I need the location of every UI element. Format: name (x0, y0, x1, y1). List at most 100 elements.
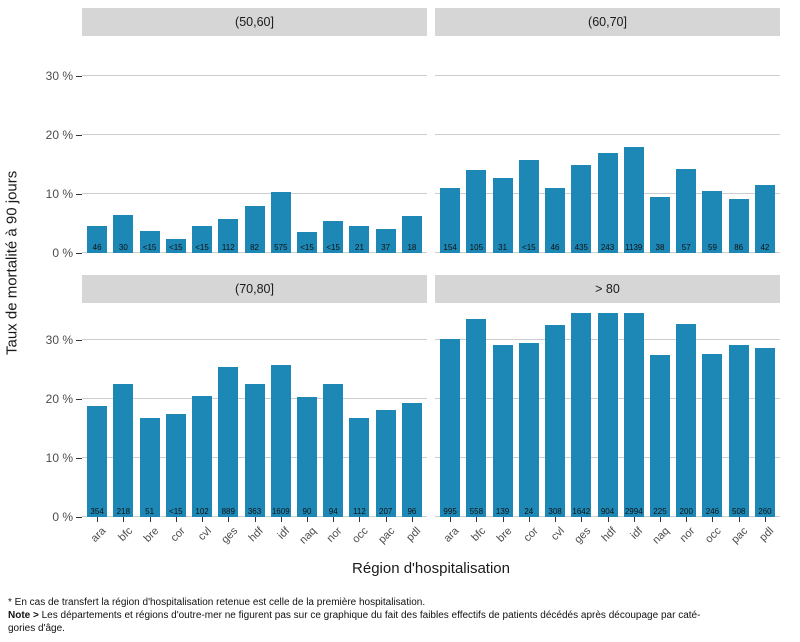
bar: 102 (192, 396, 213, 517)
bar: 51 (139, 417, 160, 517)
bar-slot: 30 (110, 214, 136, 253)
bar-count-label: 96 (407, 507, 417, 516)
bar-slot: 18 (399, 216, 425, 253)
bar-count-label: 1642 (572, 507, 591, 516)
bar-slot: 112 (346, 417, 372, 517)
bar-count-label: 21 (355, 243, 364, 252)
x-slot: bfc (110, 517, 136, 555)
bar-slot: 59 (699, 191, 725, 253)
x-tick-label: cor (168, 525, 188, 545)
bar-count-label: 508 (732, 507, 746, 516)
x-tick-label: pdl (757, 525, 777, 544)
y-tick-label: 20 % (45, 392, 73, 406)
bar-slot: 90 (294, 396, 320, 517)
bar-slot: 363 (241, 383, 267, 517)
note-text-line2: gories d'âge. (8, 623, 65, 635)
gridline (82, 339, 427, 340)
x-tick-label: idf (628, 525, 646, 542)
bar-slot: 218 (110, 383, 136, 517)
bar-slot: 995 (437, 338, 463, 517)
bar-slot: 558 (463, 318, 489, 517)
bar-slot: 21 (346, 226, 372, 253)
bar: 904 (597, 313, 618, 517)
y-tick-mark (76, 398, 82, 400)
bar: 889 (218, 366, 239, 517)
y-tick-mark (76, 457, 82, 459)
bar-count-label: 18 (407, 243, 417, 252)
bar-count-label: 308 (548, 507, 562, 516)
bars-row: 354 218 51 <15 102 889 363 1609 90 94 112 207 96 (82, 303, 427, 517)
bar: 21 (349, 226, 370, 253)
x-tick-label: idf (275, 525, 293, 542)
x-slot: idf (621, 517, 647, 555)
bar-slot: 354 (84, 405, 110, 517)
bar: 1139 (623, 146, 644, 253)
x-tick-label: bre (494, 525, 515, 545)
x-tick-mark (738, 517, 740, 522)
bar: 225 (649, 355, 670, 517)
bar-slot: 82 (241, 206, 267, 253)
bar-count-label: 57 (681, 243, 691, 252)
x-tick-mark (476, 517, 478, 522)
gridline (435, 75, 780, 76)
y-tick-mark (76, 75, 82, 77)
bar-count-label: 904 (600, 507, 615, 516)
bar-count-label: <15 (142, 243, 157, 252)
bar-count-label: 1139 (625, 243, 643, 252)
x-slot: idf (268, 517, 294, 555)
bar: 31 (492, 178, 513, 253)
y-tick-label: 20 % (45, 128, 73, 142)
x-tick-mark (228, 517, 230, 522)
bar-count-label: 59 (708, 243, 717, 252)
bar-slot: <15 (163, 238, 189, 253)
bar-count-label: 260 (758, 507, 772, 516)
footnote-note: Note > Les départements et régions d'out… (8, 609, 792, 622)
y-tick-mark (76, 134, 82, 136)
y-axis-title: Taux de mortalité à 90 jours (3, 170, 21, 355)
x-tick-mark (502, 517, 504, 522)
bar-count-label: <15 (169, 243, 183, 252)
bar-count-label: 51 (145, 507, 155, 516)
bar: 42 (754, 184, 775, 253)
bar-count-label: 86 (734, 243, 744, 252)
bar: <15 (165, 238, 186, 253)
gridline (82, 134, 427, 135)
bar-slot: 260 (752, 348, 778, 517)
facet-strip: > 80 (435, 275, 780, 303)
facet-panel: 46 30 <15 <15 <15 112 82 575 <15 <15 21 37 18 (82, 36, 427, 253)
bar: 38 (649, 196, 670, 253)
y-tick: 30 % (46, 68, 82, 84)
bar-slot: 207 (373, 410, 399, 517)
x-slot: cvl (189, 517, 215, 555)
y-tick-label: 30 % (45, 333, 73, 347)
x-axis-labels: ara bfc bre cor cvl ges hdf idf naq nor occ pac pdl (435, 517, 780, 555)
y-axis-ticks: 0 % 10 % 20 % 30 % (24, 303, 82, 524)
x-tick-label: pac (376, 525, 398, 547)
bar-slot: 46 (542, 187, 568, 253)
x-tick-label: naq (297, 525, 319, 547)
bar-slot: 435 (568, 165, 594, 253)
footnote-star: * En cas de transfert la région d'hospit… (8, 596, 792, 609)
bar-count-label: 207 (379, 507, 393, 516)
bar: 24 (518, 342, 539, 517)
bar-count-label: <15 (300, 243, 314, 252)
x-tick-mark (333, 517, 335, 522)
x-slot: cor (516, 517, 542, 555)
x-tick-label: pac (729, 525, 751, 547)
bar: 558 (466, 318, 487, 517)
bar-slot: 575 (268, 192, 294, 253)
y-tick-mark (76, 516, 82, 518)
x-tick-label: ges (218, 525, 240, 547)
bar-count-label: 246 (705, 507, 720, 516)
bar: 112 (349, 417, 370, 517)
bar-slot: 308 (542, 325, 568, 517)
y-tick-label: 0 % (52, 510, 73, 524)
bar-slot: <15 (136, 230, 162, 253)
y-tick-label: 10 % (45, 451, 73, 465)
bars-row: 46 30 <15 <15 <15 112 82 575 <15 <15 21 37 18 (82, 36, 427, 253)
bar-slot: 42 (752, 184, 778, 253)
bar-count-label: 139 (495, 507, 510, 516)
bar-slot: 57 (673, 169, 699, 253)
bar: 18 (401, 216, 422, 253)
